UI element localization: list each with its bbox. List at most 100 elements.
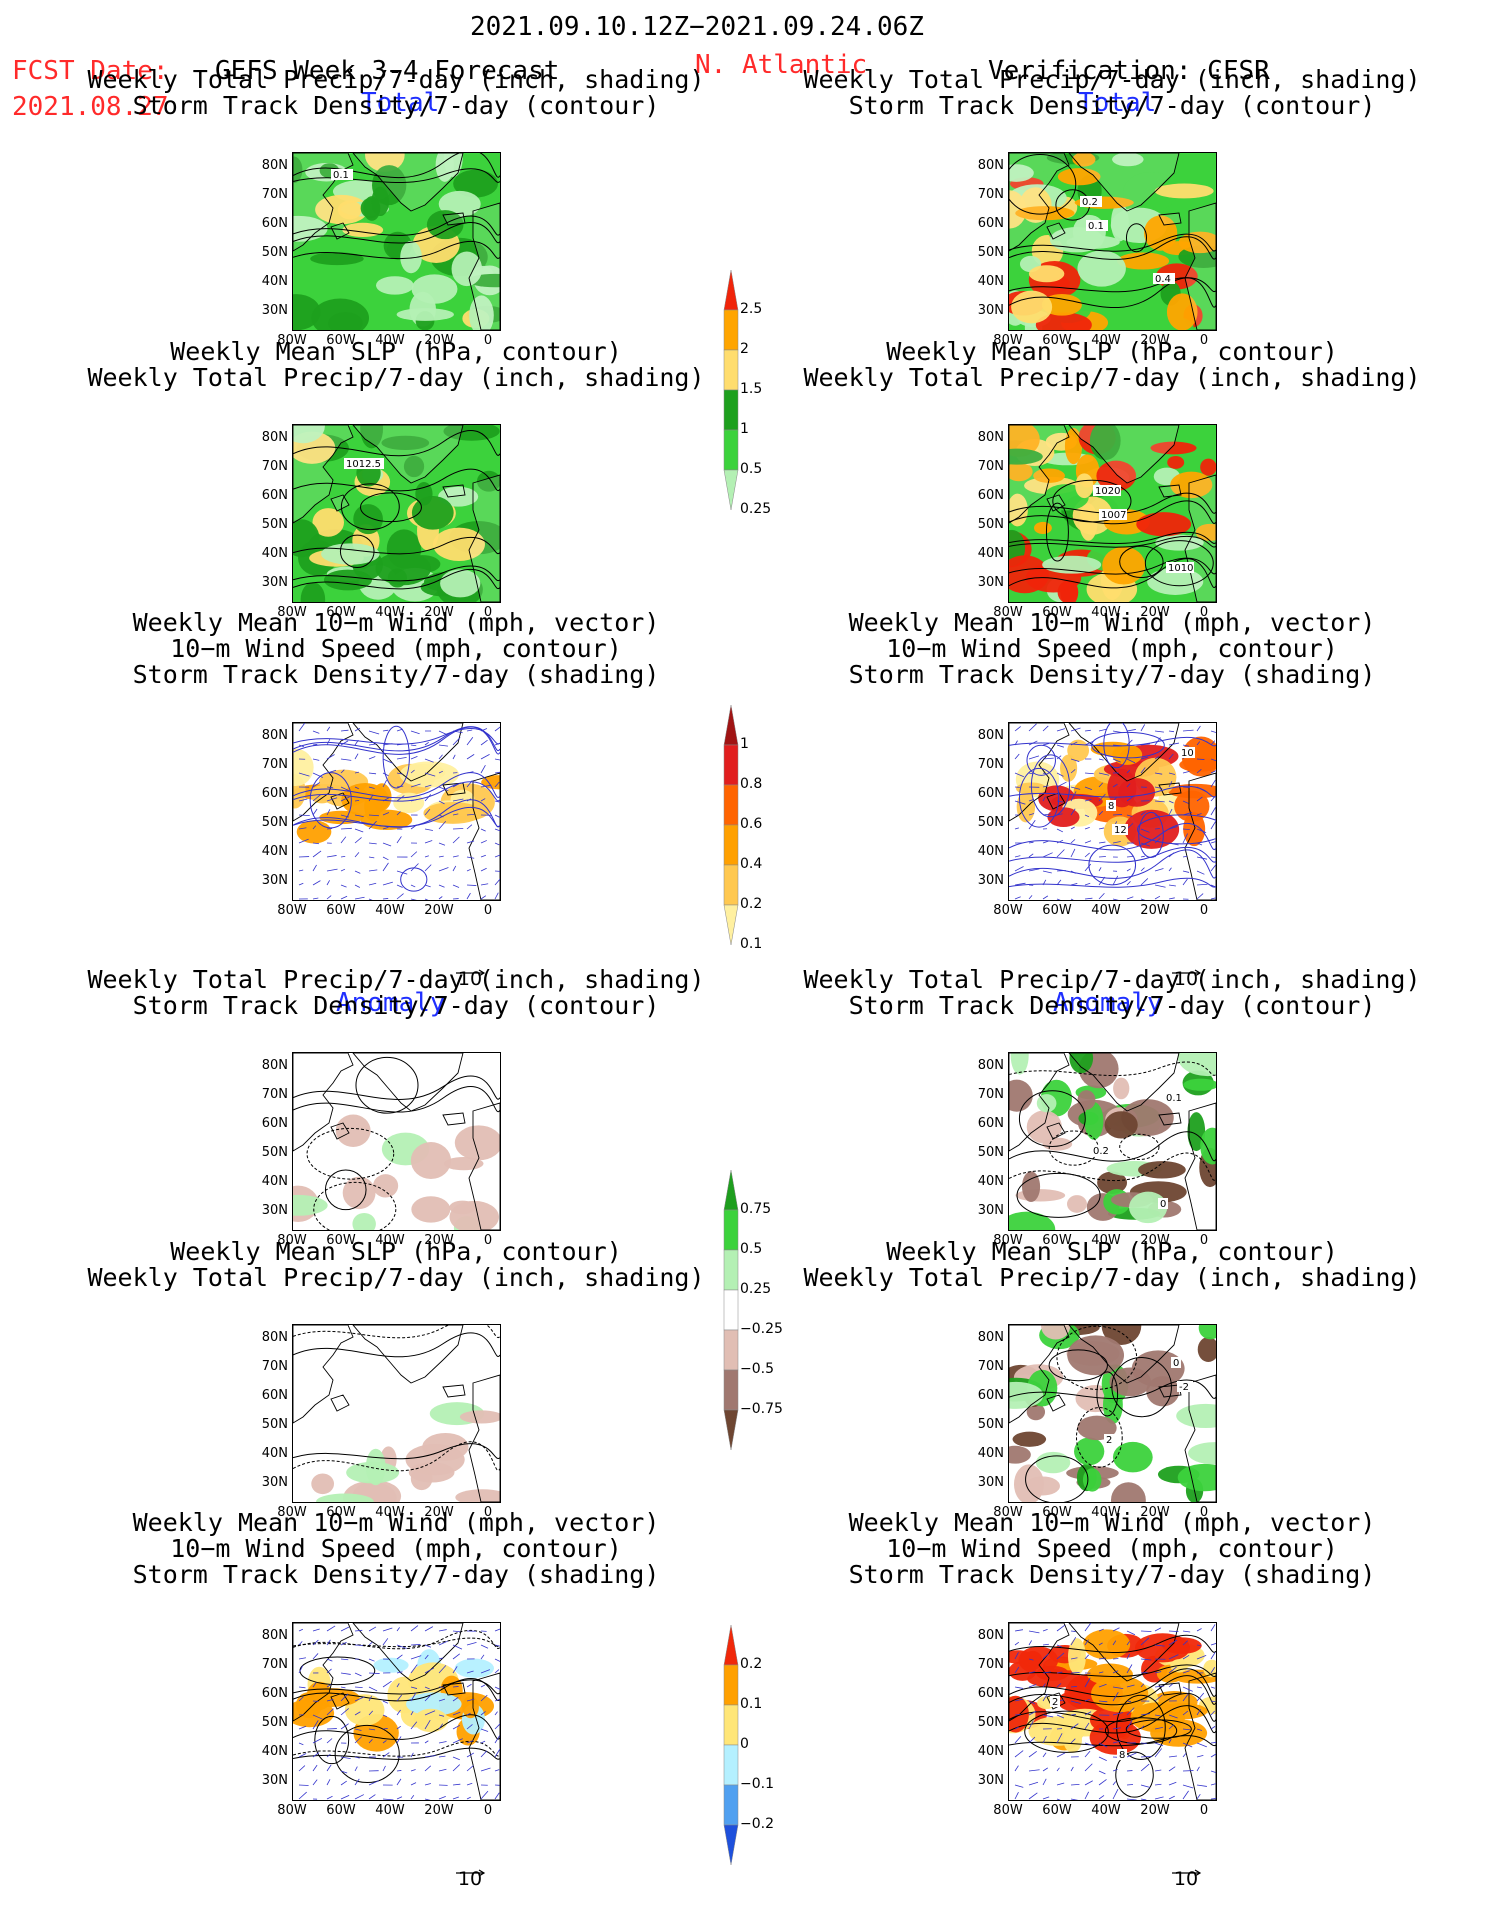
lon-tick-label: 40W: [375, 1233, 405, 1248]
lat-tick-label: 30N: [261, 575, 288, 590]
coastline: [1068, 153, 1180, 212]
lat-tick-label: 70N: [977, 1087, 1004, 1102]
shading-blob: [1176, 1403, 1216, 1428]
lat-tick-label: 70N: [977, 1657, 1004, 1672]
coastline: [330, 1394, 350, 1412]
shading-blob: [1028, 265, 1065, 283]
colorbar-label: 0.25: [740, 501, 772, 517]
shading-blob: [1009, 555, 1049, 594]
lon-tick-label: 20W: [424, 1505, 454, 1520]
colorbar-svg: [723, 704, 739, 946]
shading-blob: [1089, 425, 1121, 461]
vector-reference: 10: [1166, 1860, 1206, 1890]
shading-blob: [1009, 448, 1043, 465]
colorbar-label: 0: [740, 1736, 749, 1752]
lat-tick-label: 60N: [261, 786, 288, 801]
coastline: [1046, 1122, 1066, 1140]
contour-label: 0.2: [1082, 197, 1098, 208]
colorbar-label: −0.1: [740, 1776, 774, 1792]
shading-blob: [1026, 1403, 1046, 1421]
panel-title-line: Weekly Total Precip/7-day (inch, shading…: [87, 65, 705, 94]
colorbar-label: 0.8: [740, 776, 763, 792]
shading-blob: [1117, 252, 1170, 270]
colorbar-label: −0.75: [740, 1401, 783, 1417]
lat-tick-label: 80N: [977, 1628, 1004, 1643]
contour-label: 0.1: [333, 170, 349, 181]
lat-tick-label: 50N: [977, 245, 1004, 260]
map-svg: 12 10 8: [1009, 723, 1216, 900]
lat-tick-label: 40N: [261, 844, 288, 859]
coastline: [1009, 153, 1070, 252]
region-title: N. Atlantic: [695, 50, 868, 80]
lat-tick-label: 80N: [261, 1628, 288, 1643]
panel-title-line: 10−m Wind Speed (mph, contour): [886, 634, 1338, 663]
period-title: 2021.09.10.12Z−2021.09.24.06Z: [470, 12, 924, 42]
contour-label: 12: [1114, 825, 1127, 836]
shading-blob: [1067, 1335, 1125, 1376]
shading-blob: [1084, 1102, 1104, 1140]
lat-tick-label: 50N: [261, 815, 288, 830]
shading-blob: [410, 1142, 452, 1179]
lon-tick-label: 60W: [1042, 605, 1072, 620]
lon-tick-label: 0: [483, 1803, 493, 1818]
map-plot: 0.1: [292, 152, 501, 331]
colorbar-label: 0.1: [740, 1696, 763, 1712]
lat-tick-label: 60N: [977, 1388, 1004, 1403]
shading-blob: [1167, 456, 1185, 469]
colorbar-segment: [723, 1289, 739, 1331]
shading-blob: [1166, 293, 1198, 330]
shading-blob: [360, 425, 384, 449]
map-svg: 0.1: [293, 153, 500, 330]
panel-title-line: Storm Track Density/7-day (contour): [132, 991, 660, 1020]
coastline: [293, 1325, 354, 1424]
shading-blob: [426, 210, 464, 240]
shading-blob: [1162, 1637, 1202, 1654]
coastline: [330, 1122, 350, 1140]
colorbar-segment: [723, 429, 739, 471]
shading-blob: [1074, 1437, 1105, 1466]
shading-blob: [1041, 293, 1082, 316]
lon-tick-label: 60W: [326, 1233, 356, 1248]
lon-tick-label: 80W: [993, 903, 1023, 918]
lat-tick-label: 80N: [977, 1058, 1004, 1073]
map-plot: [292, 1324, 501, 1503]
shading-blob: [1077, 250, 1126, 287]
lat-tick-label: 30N: [261, 1773, 288, 1788]
map-svg: [293, 1053, 500, 1230]
shading-blob: [440, 569, 481, 598]
shading-blob: [449, 1200, 499, 1230]
shading-blob: [454, 1125, 500, 1161]
shading-blob: [1021, 1171, 1041, 1203]
coastline: [352, 425, 464, 484]
shading-blob: [1177, 1053, 1216, 1077]
lat-tick-label: 30N: [261, 1203, 288, 1218]
lat-tick-label: 70N: [977, 757, 1004, 772]
map-plot: 0.1 0.2 0: [1008, 1052, 1217, 1231]
lat-tick-label: 70N: [261, 1657, 288, 1672]
colorbar-segment: [723, 1329, 739, 1371]
colorbar-segment: [723, 1744, 739, 1786]
coastline: [1068, 1053, 1180, 1112]
lat-tick-label: 30N: [977, 1475, 1004, 1490]
shading-blob: [1090, 1675, 1149, 1713]
shading-blob: [1025, 1476, 1061, 1496]
shading-blob: [1057, 580, 1079, 602]
lon-tick-label: 20W: [1140, 1803, 1170, 1818]
coastline: [442, 484, 466, 498]
lat-tick-label: 40N: [261, 1174, 288, 1189]
coastline: [1184, 1374, 1216, 1502]
lon-tick-label: 20W: [424, 1233, 454, 1248]
lat-tick-label: 30N: [977, 1773, 1004, 1788]
arrow-right-icon: [450, 960, 490, 977]
colorbar-segment: [723, 1664, 739, 1706]
map-svg: -2 2 0: [1009, 1325, 1216, 1502]
shading-blob: [1200, 1127, 1216, 1165]
panel-title-line: Weekly Mean 10−m Wind (mph, vector): [848, 608, 1376, 637]
contour-label: 1007: [1101, 510, 1126, 521]
lon-tick-label: 40W: [375, 1803, 405, 1818]
vector-reference: 10: [450, 960, 490, 990]
shading-blob: [1033, 521, 1052, 535]
colorbar-segment: [723, 1169, 739, 1211]
coastline: [352, 1623, 464, 1682]
shading-blob: [372, 165, 407, 206]
